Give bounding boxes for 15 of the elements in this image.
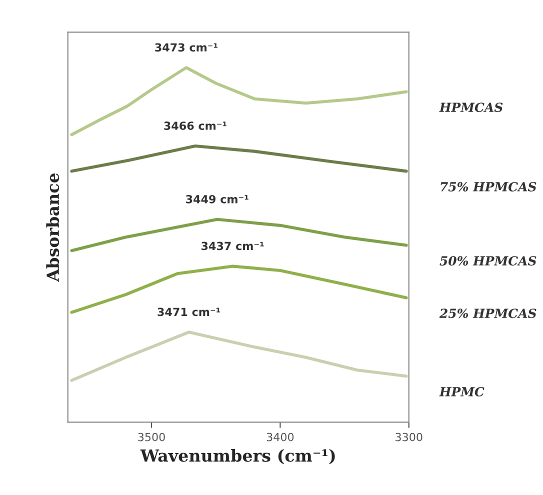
annotation: 3466 cm⁻¹ [164,122,226,130]
annotation: 3473 cm⁻¹ [155,43,218,52]
annotation: 3471 cm⁻¹ [158,308,220,316]
x-axis-title: Wavenumbers (cm⁻¹) [140,448,335,464]
annotation: 3437 cm⁻¹ [201,242,264,250]
text: 50% HPMCAS [440,256,536,266]
x-tick-label: 3300 [396,432,422,442]
text: HPMC [439,386,484,396]
x-tick-label: 3400 [266,432,294,442]
annotation: 3449 cm⁻¹ [186,194,248,204]
text: 75% HPMCAS [440,182,536,192]
y-axis-title: Absorbance [46,173,60,282]
text: HPMCAS [439,102,503,112]
x-tick-label: 3500 [138,432,165,442]
text: 25% HPMCAS [439,308,536,318]
